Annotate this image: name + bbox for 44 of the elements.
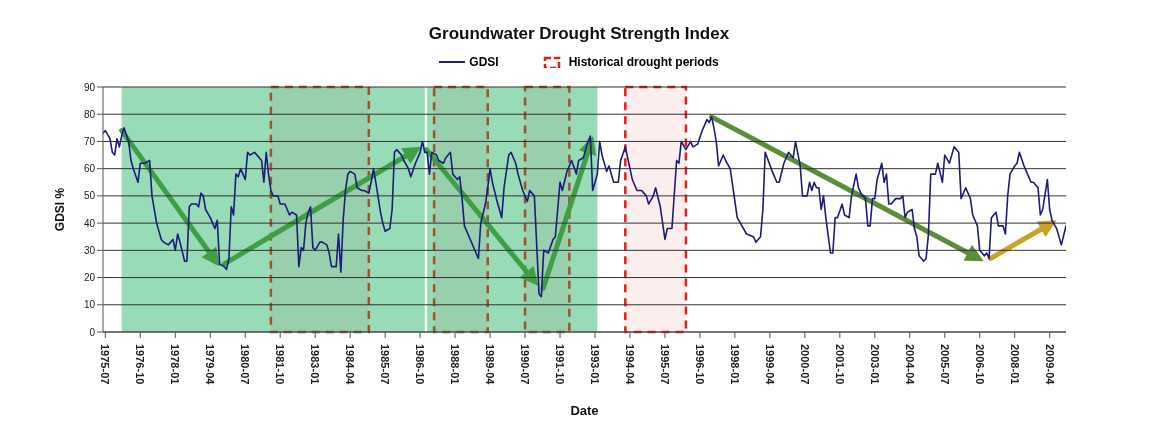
line-series [103,116,1066,298]
x-tick-label: 1981-10 [274,344,287,385]
x-tick-label: 2006-10 [973,344,986,385]
x-tick-label: 1979-04 [204,344,217,386]
x-tick-label: 1993-01 [588,344,601,385]
y-tick-label: 70 [83,135,96,147]
y-tick-label: 90 [83,81,96,93]
x-tick-label: 1995-07 [658,344,671,385]
y-tick-label: 80 [83,108,96,120]
x-tick-label: 1975-07 [99,344,112,385]
x-tick-label: 2009-04 [1043,344,1056,386]
x-tick-label: 2004-04 [903,344,916,386]
x-tick-label: 1986-10 [414,344,427,385]
y-tick-label: 20 [83,272,96,284]
x-tick-label: 1994-04 [623,344,636,386]
x-tick-label: 2005-07 [938,344,951,385]
y-tick-label: 10 [83,299,96,311]
x-tick-label: 1991-10 [554,344,567,385]
x-axis-title: Date [570,403,599,418]
legend-label: GDSI [469,55,499,69]
x-tick-label: 2008-01 [1008,344,1021,385]
x-tick-label: 1989-04 [484,344,497,386]
x-tick-label: 1976-10 [134,344,147,385]
x-tick-label: 2001-10 [833,344,846,385]
x-tick-label: 1988-01 [449,344,462,385]
x-tick-label: 1980-07 [239,344,252,385]
y-tick-label: 50 [83,190,96,202]
y-tick-label: 0 [89,326,96,338]
y-tick-label: 40 [83,217,96,229]
y-tick-label: 30 [83,244,96,256]
legend-label: Historical drought periods [568,55,719,69]
x-tick-label: 1985-07 [379,344,392,385]
chart-title: Groundwater Drought Strength Index [427,23,731,45]
x-tick-label: 1978-01 [169,344,182,385]
x-tick-label: 1984-04 [344,344,357,386]
y-axis-title: GDSI % [53,187,68,232]
x-tick-label: 1999-04 [763,344,776,386]
x-tick-label: 1996-10 [693,344,706,385]
y-tick-label: 60 [83,163,96,175]
x-tick-label: 1983-01 [309,344,322,385]
x-tick-label: 2000-07 [798,344,811,385]
x-tick-label: 1990-07 [519,344,532,385]
x-tick-label: 2003-01 [868,344,881,385]
x-tick-label: 1998-01 [728,344,741,385]
